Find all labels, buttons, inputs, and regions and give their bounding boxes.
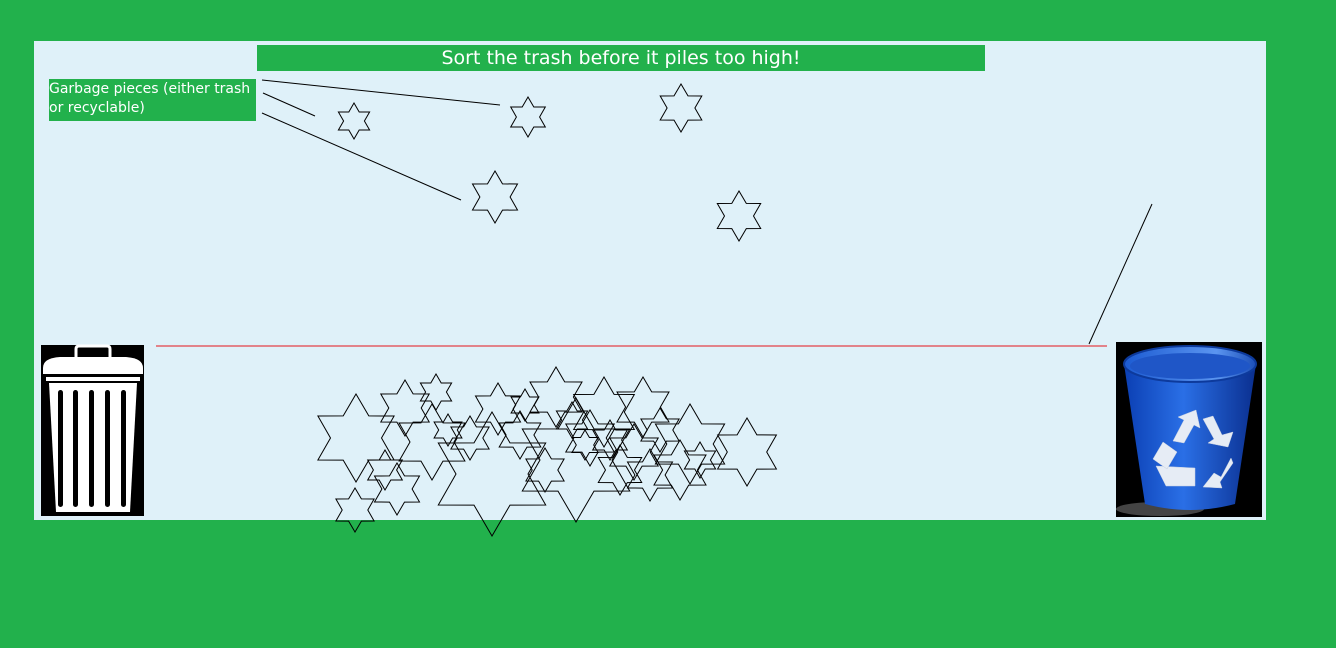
piled-garbage-piece <box>683 441 717 479</box>
garbage-piece[interactable] <box>471 170 519 224</box>
piled-garbage-piece <box>366 449 404 491</box>
piled-garbage-piece <box>653 439 707 501</box>
piled-garbage-piece <box>626 448 674 502</box>
garbage-pile <box>317 366 778 537</box>
piled-garbage-piece <box>640 407 680 453</box>
piled-garbage-piece <box>450 415 490 461</box>
piled-garbage-piece <box>654 403 726 485</box>
piled-garbage-piece <box>335 487 375 533</box>
garbage-piece[interactable] <box>716 190 762 242</box>
piled-garbage-piece <box>437 411 547 537</box>
piled-garbage-piece <box>572 376 636 448</box>
piled-garbage-piece <box>591 419 629 461</box>
garbage-piece[interactable] <box>659 83 703 133</box>
piled-garbage-piece <box>379 379 431 437</box>
piled-garbage-piece <box>529 366 583 428</box>
piled-garbage-piece <box>498 410 542 460</box>
piled-garbage-piece <box>433 412 463 448</box>
piled-garbage-piece <box>373 462 421 516</box>
piled-garbage-piece <box>525 447 565 493</box>
piled-garbage-piece <box>571 429 599 461</box>
callout-pointers <box>261 79 501 201</box>
recycle-bin-icon[interactable] <box>1116 342 1262 517</box>
game-title-banner: Sort the trash before it piles too high! <box>257 45 985 71</box>
falling-pieces <box>337 83 762 242</box>
piled-garbage-piece <box>564 409 616 467</box>
piled-garbage-piece <box>510 387 540 423</box>
garbage-piece[interactable] <box>337 102 371 140</box>
garbage-piece[interactable] <box>509 96 547 138</box>
piled-garbage-piece <box>317 393 395 483</box>
piled-garbage-piece <box>398 403 466 481</box>
garbage-callout-label: Garbage pieces (either trash or recyclab… <box>49 79 256 121</box>
piled-garbage-piece <box>608 423 660 481</box>
piled-garbage-piece <box>521 397 631 523</box>
piled-garbage-piece <box>597 444 643 496</box>
bin-pointer-line <box>1088 203 1153 345</box>
piled-garbage-piece <box>716 417 778 487</box>
trash-can-icon[interactable] <box>41 344 144 516</box>
